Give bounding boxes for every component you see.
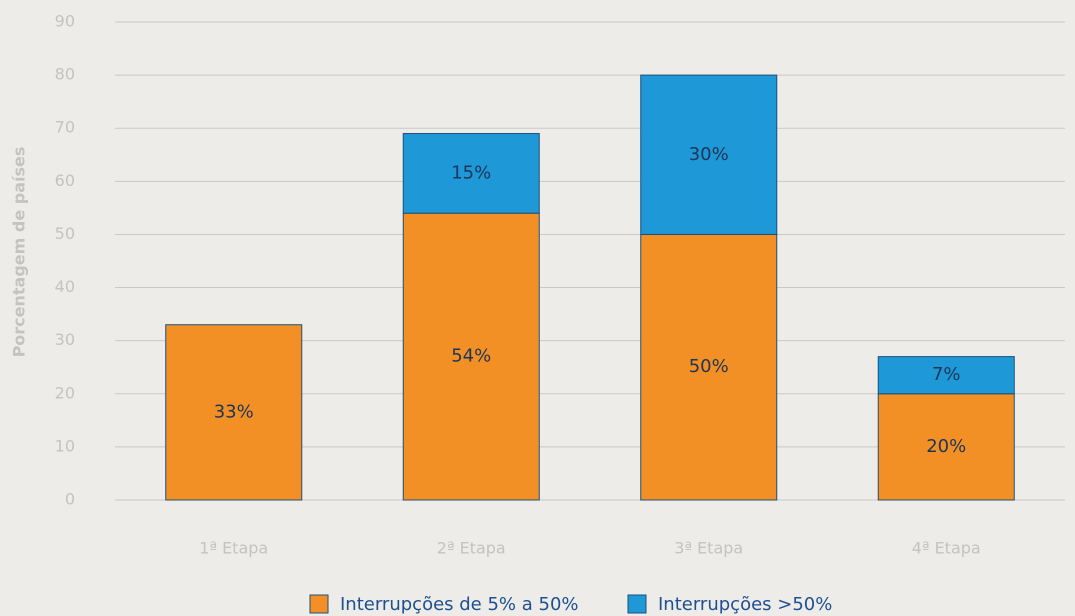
y-tick-label: 60 <box>55 171 75 190</box>
legend-swatch <box>309 594 329 614</box>
legend-swatch <box>627 594 647 614</box>
bar-segment <box>640 233 778 501</box>
bar-segment <box>402 133 540 214</box>
data-label: 50% <box>689 356 729 377</box>
y-tick-label: 70 <box>55 118 75 137</box>
y-tick-label: 10 <box>55 436 75 455</box>
y-tick-label: 0 <box>65 490 75 509</box>
y-tick-label: 90 <box>55 12 75 31</box>
x-tick-label: 4ª Etapa <box>912 539 981 558</box>
y-tick-label: 50 <box>55 224 75 243</box>
y-tick-label: 30 <box>55 330 75 349</box>
bar-segment <box>877 356 1015 395</box>
data-label: 20% <box>926 436 966 457</box>
legend-label: Interrupções de 5% a 50% <box>340 594 579 615</box>
x-tick-label: 1ª Etapa <box>199 539 268 558</box>
x-tick-label: 2ª Etapa <box>437 539 506 558</box>
data-label: 54% <box>451 346 491 367</box>
data-label: 15% <box>451 162 491 183</box>
x-tick-label: 3ª Etapa <box>674 539 743 558</box>
bar-segment <box>165 324 303 501</box>
y-axis-title: Porcentagem de países <box>10 147 29 358</box>
data-label: 7% <box>932 364 961 385</box>
legend-label: Interrupções >50% <box>658 594 832 615</box>
y-tick-label: 40 <box>55 277 75 296</box>
bar-segment <box>877 393 1015 501</box>
y-tick-label: 80 <box>55 65 75 84</box>
bar-segment <box>640 74 778 235</box>
data-label: 30% <box>689 144 729 165</box>
y-tick-label: 20 <box>55 383 75 402</box>
bar-segment <box>402 212 540 501</box>
data-label: 33% <box>214 401 254 422</box>
